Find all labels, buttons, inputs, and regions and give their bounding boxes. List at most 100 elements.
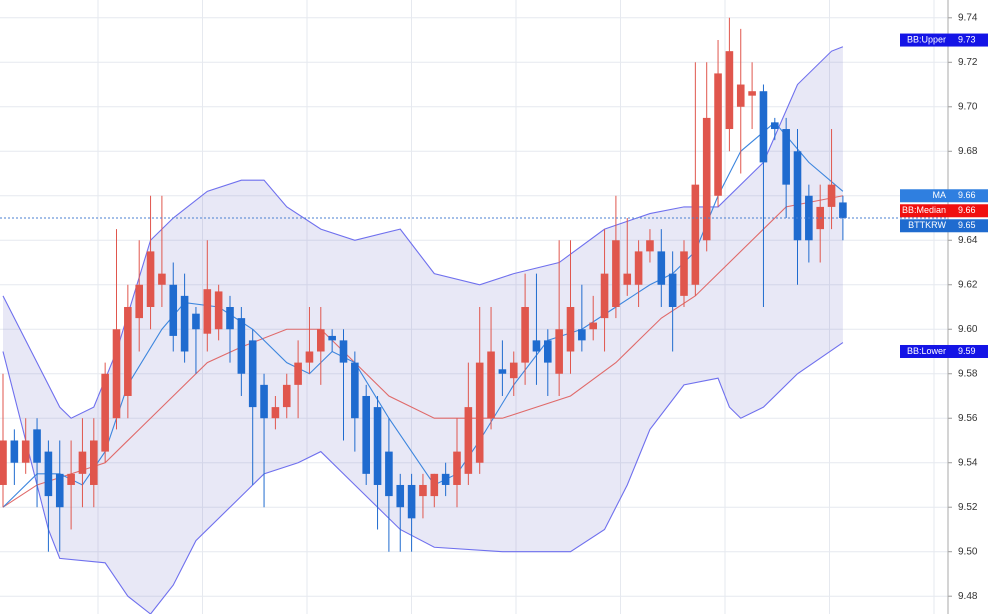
candle-body [351, 362, 359, 419]
candle-body [657, 251, 666, 285]
y-tick-label: 9.68 [958, 146, 978, 157]
price-tag-value: 9.66 [958, 205, 976, 215]
price-tag-box [900, 219, 988, 233]
candle-body [827, 184, 836, 207]
candle-body [839, 202, 847, 219]
candle-body [453, 451, 461, 485]
price-tag-name: BTTKRW [908, 220, 946, 230]
price-tag: BB:Lower 9.59 [900, 344, 988, 358]
candle-body [544, 340, 552, 363]
y-tick-label: 9.64 [958, 235, 978, 246]
candle-body [555, 329, 563, 374]
candle-body [169, 284, 178, 336]
candle-body [180, 295, 189, 352]
y-tick-label: 9.60 [958, 324, 978, 335]
candle-body [566, 307, 575, 352]
candle-body [305, 351, 314, 363]
candle-body [248, 340, 257, 408]
price-tag-value: 9.65 [958, 220, 976, 230]
candle-body [782, 129, 790, 185]
price-tag-value: 9.59 [958, 346, 976, 356]
price-tag-value: 9.66 [958, 190, 976, 200]
candle-body [33, 429, 41, 463]
candle-body [532, 340, 541, 352]
candle-body [260, 384, 268, 419]
candle-body [736, 84, 745, 107]
candle-body [634, 251, 643, 285]
candle-body [691, 184, 700, 285]
candle-body [112, 329, 121, 419]
price-tag: BB:Median 9.66 [900, 204, 988, 218]
candle-body [771, 122, 779, 130]
price-tag-name: BB:Upper [907, 34, 946, 44]
y-tick-label: 9.48 [958, 591, 978, 602]
candle-body [441, 473, 450, 485]
price-tag: BB:Upper 9.73 [900, 33, 988, 47]
candle-body [407, 484, 416, 519]
candle-body [135, 284, 143, 319]
candle-body [509, 362, 518, 379]
price-tag-name: BB:Median [902, 205, 946, 215]
candle-body [725, 51, 734, 130]
y-tick-label: 9.56 [958, 413, 978, 424]
candle-body [78, 451, 87, 474]
candle-body [226, 307, 234, 330]
candle-body [203, 289, 212, 334]
y-tick-label: 9.74 [958, 12, 978, 23]
candle-body [192, 313, 200, 330]
candle-body [55, 473, 64, 508]
candle-body [21, 440, 30, 463]
candle-body [419, 484, 427, 497]
candle-body [385, 451, 393, 497]
candle-body [124, 307, 132, 396]
price-tag-box [900, 204, 988, 218]
candle-body [158, 273, 166, 285]
candle-body [90, 440, 98, 485]
candle-body [237, 318, 246, 374]
candle-body [487, 351, 495, 419]
price-tag-box [900, 189, 988, 203]
candle-body [339, 340, 348, 363]
candle-body [793, 151, 802, 241]
candle-body [430, 473, 439, 497]
candle-body [362, 395, 370, 474]
candle-body [589, 322, 597, 330]
y-tick-label: 9.52 [958, 502, 978, 513]
candle-body [67, 473, 75, 485]
price-tag-box [900, 33, 988, 47]
candle-body [294, 362, 302, 385]
price-tag-name: MA [933, 190, 947, 200]
candle-body [271, 407, 280, 419]
y-tick-label: 9.62 [958, 279, 978, 290]
candle-body [714, 73, 722, 196]
candle-body [680, 251, 688, 296]
candle-body [0, 440, 7, 485]
candle-body [282, 384, 291, 408]
candle-body [10, 440, 19, 463]
price-tag: BTTKRW 9.65 [900, 219, 988, 233]
candle-body [373, 407, 382, 485]
candle-body [578, 329, 586, 341]
candle-body [748, 91, 756, 96]
candle-body [759, 91, 768, 163]
candle-body [396, 484, 405, 508]
candle-body [600, 273, 609, 319]
price-tag-value: 9.73 [958, 34, 976, 44]
candle-body [464, 407, 473, 474]
candle-body [623, 273, 632, 285]
price-tag-name: BB:Lower [907, 346, 946, 356]
candle-body [214, 291, 223, 330]
y-tick-label: 9.72 [958, 57, 978, 68]
candle-body [146, 251, 155, 307]
candle-body [612, 240, 620, 307]
y-tick-label: 9.70 [958, 101, 978, 112]
price-tag: MA 9.66 [900, 189, 988, 203]
candle-body [475, 362, 484, 463]
candle-body [498, 369, 507, 374]
y-tick-label: 9.54 [958, 457, 978, 468]
candle-body [521, 307, 529, 363]
price-tag-box [900, 344, 988, 358]
candle-body [702, 117, 711, 241]
